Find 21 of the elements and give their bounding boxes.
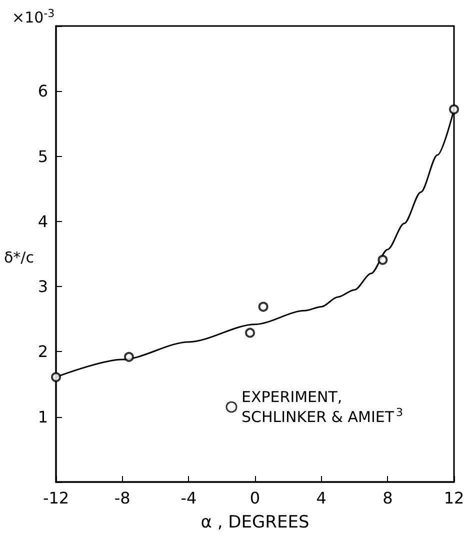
x-tick-label: 4 xyxy=(316,488,326,508)
y-tick-label: 4 xyxy=(38,212,48,231)
y-tick-label: 3 xyxy=(38,277,48,296)
x-tick-label: 12 xyxy=(444,488,464,508)
x-axis-title: α , DEGREES xyxy=(200,512,310,532)
x-tick-label: 0 xyxy=(250,488,260,508)
point xyxy=(378,254,388,265)
y-tick-label: 6 xyxy=(38,82,48,101)
y-tick-label: 2 xyxy=(38,342,48,362)
point xyxy=(124,352,134,362)
y-tick-label: 5 xyxy=(38,146,48,166)
y-tick-label: 1 xyxy=(38,407,48,426)
point xyxy=(245,328,256,338)
x-tick-label: 8 xyxy=(382,488,393,508)
x-tick-label: -12 xyxy=(42,488,70,508)
y-axis-title: δ*/c xyxy=(4,248,34,266)
point xyxy=(51,372,61,382)
point xyxy=(449,104,459,114)
x-tick-label: -4 xyxy=(180,488,197,508)
point xyxy=(258,302,268,312)
x-tick-label: -8 xyxy=(114,488,130,508)
